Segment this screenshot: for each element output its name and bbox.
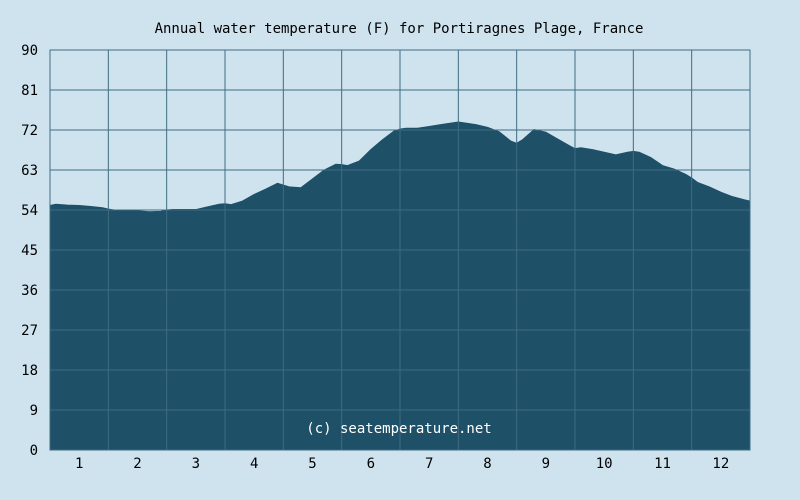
x-tick-label: 5 [308, 456, 316, 472]
y-tick-label: 81 [21, 83, 38, 99]
y-tick-label: 0 [30, 443, 38, 459]
x-tick-label: 2 [133, 456, 141, 472]
y-tick-label: 45 [21, 243, 38, 259]
y-tick-label: 9 [30, 403, 38, 419]
watermark-text: (c) seatemperature.net [306, 421, 491, 437]
x-tick-label: 6 [367, 456, 375, 472]
x-tick-label: 9 [542, 456, 550, 472]
y-tick-label: 27 [21, 323, 38, 339]
x-tick-label: 12 [712, 456, 729, 472]
y-tick-label: 63 [21, 163, 38, 179]
x-tick-label: 10 [596, 456, 613, 472]
x-tick-label: 1 [75, 456, 83, 472]
x-tick-label: 8 [483, 456, 491, 472]
y-tick-label: 90 [21, 43, 38, 59]
y-tick-label: 72 [21, 123, 38, 139]
y-tick-label: 54 [21, 203, 38, 219]
plot-frame [49, 49, 751, 451]
x-tick-label: 4 [250, 456, 258, 472]
y-tick-label: 36 [21, 283, 38, 299]
x-tick-label: 11 [654, 456, 671, 472]
x-tick-label: 7 [425, 456, 433, 472]
y-tick-label: 18 [21, 363, 38, 379]
chart-title: Annual water temperature (F) for Portira… [155, 21, 644, 37]
x-tick-label: 3 [192, 456, 200, 472]
